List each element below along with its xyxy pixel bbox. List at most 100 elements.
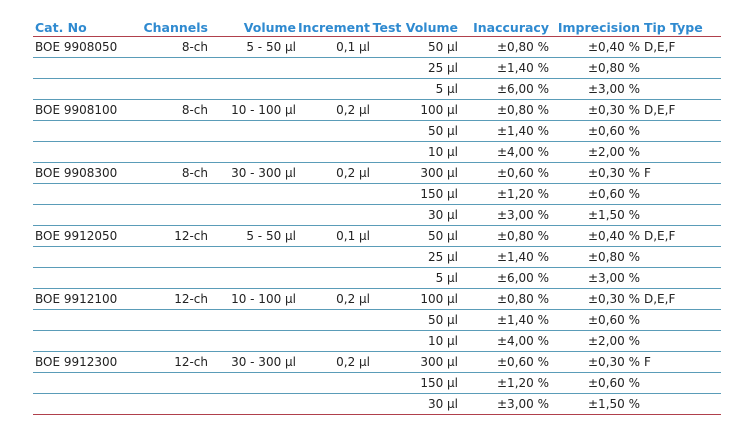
column-header: Tip Type (644, 20, 703, 35)
cell: F (644, 166, 651, 180)
cell: 8-ch (181, 166, 208, 180)
cell: F (644, 355, 651, 369)
cell: 5 µl (435, 82, 458, 96)
cell: ±1,20 % (497, 187, 549, 201)
row-rule (33, 120, 721, 121)
cell: ±0,80 % (497, 40, 549, 54)
cell: 5 - 50 µl (246, 229, 296, 243)
cell: 12-ch (174, 229, 208, 243)
cell: BOE 9912300 (35, 355, 118, 369)
cell: 10 µl (427, 145, 458, 159)
cell: ±0,80 % (588, 250, 640, 264)
cell: 50 µl (427, 313, 458, 327)
cell: ±0,30 % (588, 292, 640, 306)
cell: 150 µl (420, 187, 458, 201)
cell: 30 µl (427, 208, 458, 222)
column-header: Channels (143, 20, 208, 35)
cell: 150 µl (420, 376, 458, 390)
cell: 10 - 100 µl (231, 103, 296, 117)
cell: BOE 9912100 (35, 292, 118, 306)
cell: ±6,00 % (497, 271, 549, 285)
row-rule (33, 162, 721, 163)
row-rule (33, 414, 721, 415)
cell: 30 - 300 µl (231, 355, 296, 369)
cell: BOE 9908300 (35, 166, 118, 180)
cell: D,E,F (644, 40, 676, 54)
column-header: Imprecision (557, 20, 640, 35)
cell: 8-ch (181, 40, 208, 54)
cell: ±1,50 % (588, 397, 640, 411)
cell: ±2,00 % (588, 334, 640, 348)
cell: ±0,60 % (588, 187, 640, 201)
row-rule (33, 372, 721, 373)
column-header: Volume (243, 20, 296, 35)
cell: 8-ch (181, 103, 208, 117)
cell: ±0,60 % (588, 124, 640, 138)
cell: ±0,30 % (588, 103, 640, 117)
cell: 50 µl (427, 40, 458, 54)
header-rule (33, 36, 721, 37)
cell: BOE 9912050 (35, 229, 118, 243)
cell: D,E,F (644, 229, 676, 243)
cell: BOE 9908100 (35, 103, 118, 117)
cell: ±1,40 % (497, 313, 549, 327)
cell: 0,1 µl (336, 229, 370, 243)
row-rule (33, 288, 721, 289)
cell: 12-ch (174, 355, 208, 369)
cell: ±0,80 % (588, 61, 640, 75)
row-rule (33, 246, 721, 247)
column-header: Cat. No (35, 20, 87, 35)
row-rule (33, 183, 721, 184)
cell: 0,2 µl (336, 103, 370, 117)
cell: ±0,80 % (497, 103, 549, 117)
cell: D,E,F (644, 103, 676, 117)
cell: ±1,40 % (497, 250, 549, 264)
cell: D,E,F (644, 292, 676, 306)
cell: 30 µl (427, 397, 458, 411)
cell: 100 µl (420, 103, 458, 117)
cell: ±0,60 % (497, 355, 549, 369)
cell: 0,2 µl (336, 166, 370, 180)
cell: ±0,30 % (588, 166, 640, 180)
cell: ±0,80 % (497, 229, 549, 243)
cell: ±1,50 % (588, 208, 640, 222)
cell: ±0,60 % (588, 313, 640, 327)
row-rule (33, 78, 721, 79)
cell: 5 µl (435, 271, 458, 285)
row-rule (33, 393, 721, 394)
cell: ±6,00 % (497, 82, 549, 96)
cell: ±3,00 % (588, 271, 640, 285)
cell: 300 µl (420, 355, 458, 369)
row-rule (33, 267, 721, 268)
row-rule (33, 225, 721, 226)
cell: 30 - 300 µl (231, 166, 296, 180)
cell: ±0,40 % (588, 229, 640, 243)
column-header: Test Volume (372, 20, 458, 35)
cell: 10 µl (427, 334, 458, 348)
cell: 10 - 100 µl (231, 292, 296, 306)
cell: 25 µl (427, 61, 458, 75)
cell: 5 - 50 µl (246, 40, 296, 54)
row-rule (33, 351, 721, 352)
cell: 0,2 µl (336, 292, 370, 306)
cell: ±3,00 % (497, 208, 549, 222)
cell: 12-ch (174, 292, 208, 306)
row-rule (33, 141, 721, 142)
cell: ±2,00 % (588, 145, 640, 159)
cell: 0,1 µl (336, 40, 370, 54)
cell: ±1,20 % (497, 376, 549, 390)
cell: 0,2 µl (336, 355, 370, 369)
column-header: Increment (298, 20, 370, 35)
cell: ±0,40 % (588, 40, 640, 54)
cell: ±1,40 % (497, 61, 549, 75)
cell: ±3,00 % (588, 82, 640, 96)
row-rule (33, 309, 721, 310)
column-header: Inaccuracy (473, 20, 549, 35)
row-rule (33, 204, 721, 205)
cell: 25 µl (427, 250, 458, 264)
row-rule (33, 330, 721, 331)
cell: ±3,00 % (497, 397, 549, 411)
cell: ±0,60 % (588, 376, 640, 390)
cell: 300 µl (420, 166, 458, 180)
